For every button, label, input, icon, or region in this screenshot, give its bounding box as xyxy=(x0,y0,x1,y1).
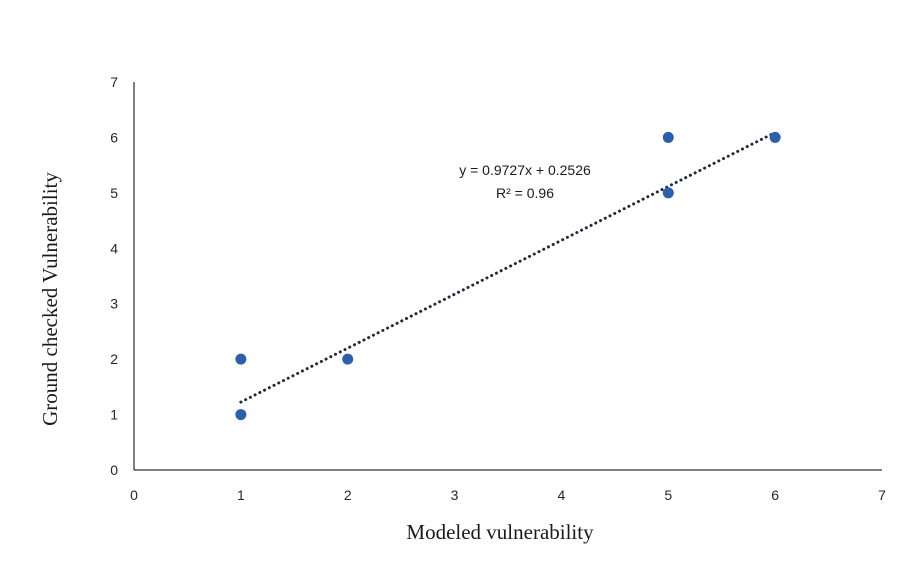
x-tick-label: 0 xyxy=(130,487,138,503)
y-tick-label: 1 xyxy=(110,407,118,423)
data-point xyxy=(235,353,247,365)
y-tick-label: 3 xyxy=(110,296,118,312)
y-tick-label: 0 xyxy=(110,462,118,478)
y-tick-label: 4 xyxy=(110,240,118,256)
data-point xyxy=(662,131,674,143)
x-tick-label: 4 xyxy=(558,487,566,503)
data-point xyxy=(235,409,247,421)
tick-labels: 0 1 2 3 4 5 6 7 0 1 2 3 4 5 6 7 xyxy=(110,74,886,503)
y-tick-label: 6 xyxy=(110,129,118,145)
x-tick-label: 3 xyxy=(451,487,459,503)
x-tick-label: 6 xyxy=(771,487,779,503)
trendline-group xyxy=(239,131,777,404)
x-tick-label: 2 xyxy=(344,487,352,503)
y-tick-label: 2 xyxy=(110,351,118,367)
x-axis-title: Modeled vulnerability xyxy=(406,520,594,544)
axes xyxy=(133,82,882,471)
trendline-r2: R² = 0.96 xyxy=(496,185,554,201)
trendline xyxy=(239,131,777,404)
data-points xyxy=(235,131,781,421)
y-tick-label: 5 xyxy=(110,185,118,201)
data-point xyxy=(662,187,674,199)
trendline-equation: y = 0.9727x + 0.2526 xyxy=(459,162,591,178)
data-point xyxy=(769,131,781,143)
chart-labels: y = 0.9727x + 0.2526 R² = 0.96 Modeled v… xyxy=(38,162,594,544)
x-tick-label: 7 xyxy=(878,487,886,503)
x-tick-label: 1 xyxy=(237,487,245,503)
y-tick-label: 7 xyxy=(110,74,118,90)
data-point xyxy=(342,353,354,365)
y-axis-title: Ground checked Vulnerability xyxy=(38,172,62,426)
x-tick-label: 5 xyxy=(664,487,672,503)
